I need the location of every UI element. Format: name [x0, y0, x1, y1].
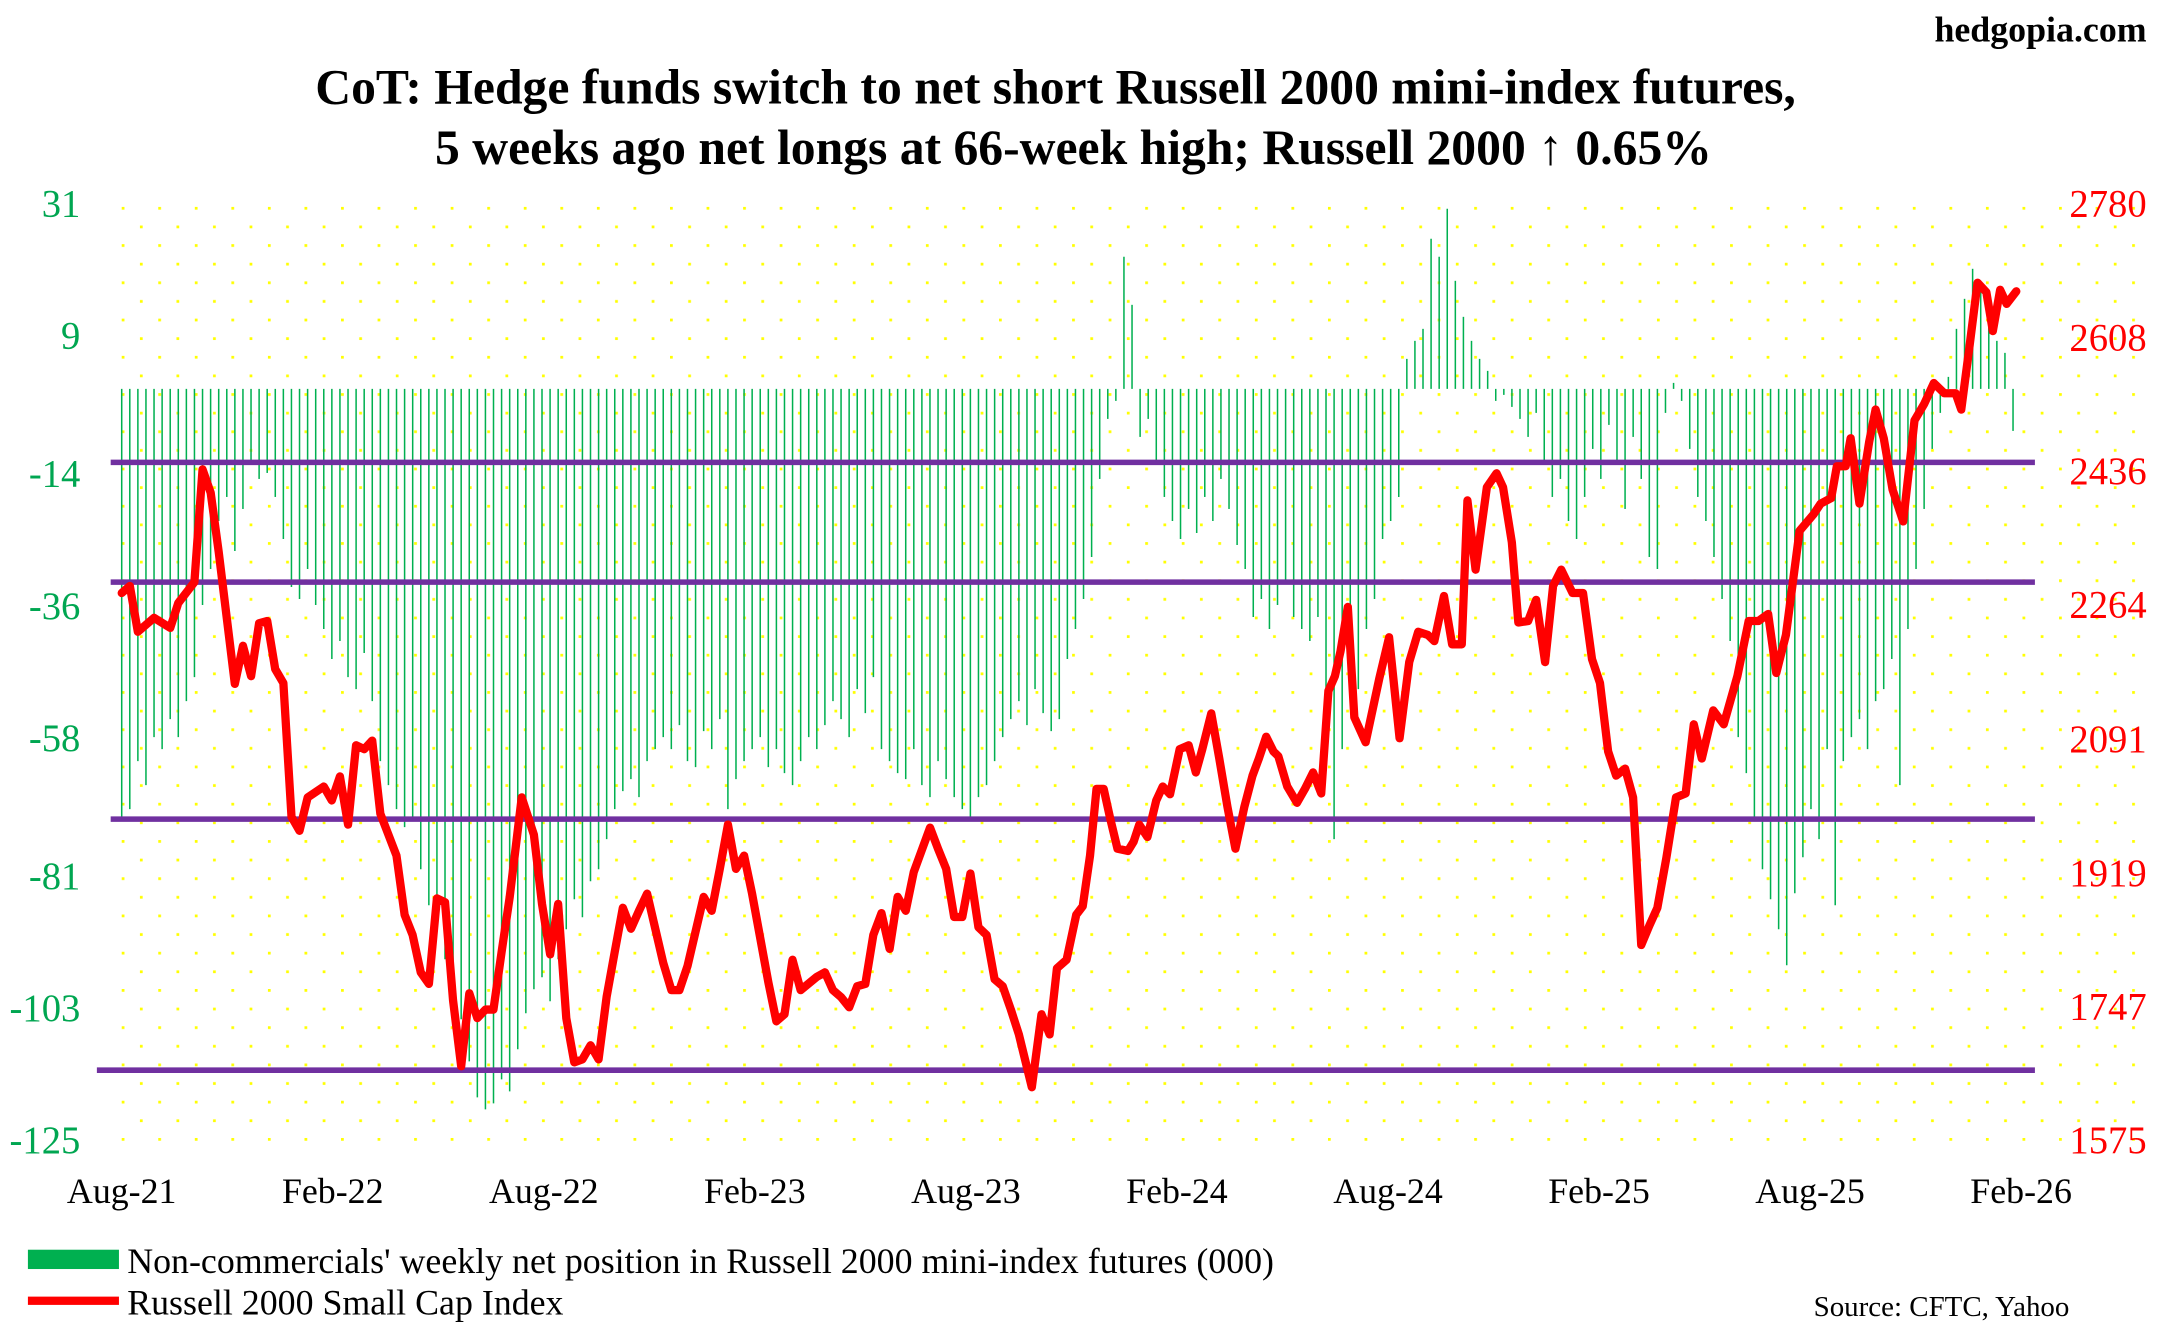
x-axis-tick-label: Feb-25: [1548, 1171, 1650, 1211]
legend-swatch-net-position: [27, 1249, 119, 1270]
chart-title-line-2: 5 weeks ago net longs at 66-week high; R…: [435, 120, 1712, 175]
right-axis-tick-label: 1919: [2069, 853, 2146, 895]
right-axis-tick-label: 2436: [2069, 451, 2146, 493]
left-axis-tick-label: 9: [61, 316, 80, 358]
left-axis-tick-label: 31: [42, 184, 81, 226]
source-note: Source: CFTC, Yahoo: [1814, 1291, 2070, 1323]
legend-label-net-position: Non-commercials' weekly net position in …: [127, 1241, 1274, 1281]
right-axis-tick-label: 2608: [2069, 317, 2146, 359]
net-position-bars: [120, 208, 2014, 1110]
right-axis-tick-label: 2091: [2069, 719, 2146, 761]
x-axis-tick-label: Feb-23: [704, 1171, 806, 1211]
chart-title-line-1: CoT: Hedge funds switch to net short Rus…: [315, 59, 1796, 114]
russell-2000-line: [117, 278, 2021, 1092]
x-axis-tick-label: Feb-26: [1970, 1171, 2072, 1211]
x-axis-tick-label: Aug-21: [67, 1171, 177, 1211]
x-axis-tick-label: Aug-24: [1333, 1171, 1443, 1211]
left-axis-tick-label: -103: [10, 988, 81, 1030]
watermark: hedgopia.com: [1934, 9, 2146, 49]
legend-label-russell-2000: Russell 2000 Small Cap Index: [127, 1283, 563, 1323]
right-axis-ticks: 2780 2608 2436 2264 2091 1919 1747 1575: [2069, 184, 2146, 1163]
legend-swatch-russell-2000: [27, 1296, 119, 1305]
left-axis-tick-label: -81: [29, 856, 80, 898]
right-axis-tick-label: 2780: [2069, 184, 2146, 226]
left-axis-tick-label: -125: [10, 1120, 81, 1162]
reference-lines: [96, 459, 2035, 1073]
right-axis-tick-label: 1575: [2069, 1120, 2146, 1162]
x-axis-ticks: Aug-21 Feb-22 Aug-22 Feb-23 Aug-23 Feb-24 Aug-…: [67, 1171, 2072, 1211]
x-axis-tick-label: Aug-23: [911, 1171, 1021, 1211]
x-axis-tick-label: Feb-24: [1126, 1171, 1228, 1211]
x-axis-tick-label: Aug-22: [489, 1171, 599, 1211]
left-axis-tick-label: -14: [29, 454, 80, 496]
right-axis-tick-label: 1747: [2069, 986, 2146, 1028]
left-axis-tick-label: -36: [29, 586, 80, 628]
x-axis-tick-label: Aug-25: [1755, 1171, 1865, 1211]
right-axis-tick-label: 2264: [2069, 585, 2146, 627]
left-axis-ticks: 31 9 -14 -36 -58 -81 -103 -125: [10, 184, 81, 1163]
left-axis-tick-label: -58: [29, 718, 80, 760]
x-axis-tick-label: Feb-22: [282, 1171, 384, 1211]
